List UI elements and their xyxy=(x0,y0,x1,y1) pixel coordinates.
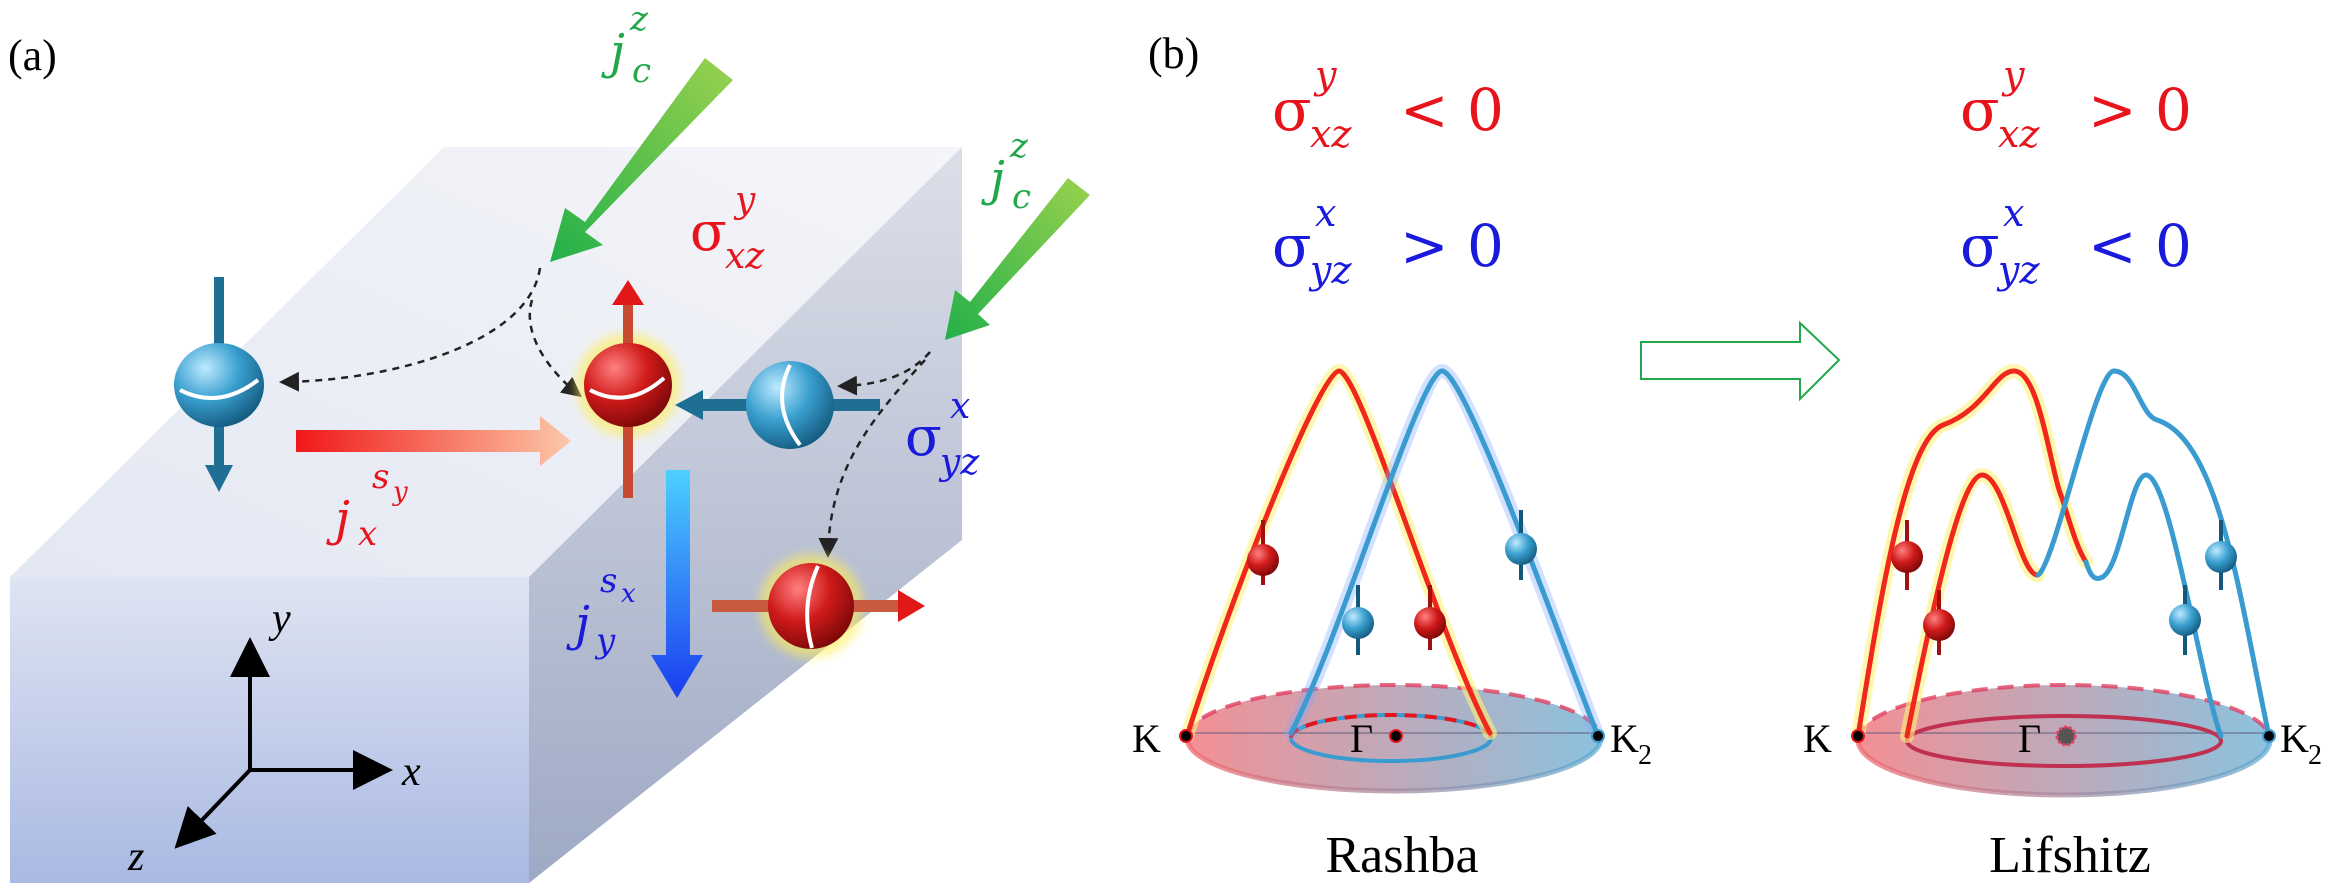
lifshitz-point-k2-sub: 2 xyxy=(2308,740,2322,771)
charge-current-label-2: j xyxy=(981,151,1005,207)
svg-text:x: x xyxy=(1315,191,1336,235)
spin-hall-y-sub: xz xyxy=(725,236,765,277)
svg-text:yz: yz xyxy=(1996,248,2040,292)
spin-current-y-sub: y xyxy=(594,621,616,661)
spin-red-up xyxy=(576,280,680,498)
rashba-point-k2: K xyxy=(1610,716,1639,761)
lifshitz-point-k: K xyxy=(1803,716,1832,761)
spin-current-x-sub: x xyxy=(358,514,377,554)
charge-current-arrow-2 xyxy=(945,178,1090,340)
lifshitz-band-diagram xyxy=(1851,363,2276,798)
lifshitz-condition-y: σ y xz > 0 xyxy=(1960,53,2192,156)
rashba-condition-y: σ y xz < 0 xyxy=(1272,53,1504,156)
svg-text:σ: σ xyxy=(1272,76,1312,144)
slab-right-face xyxy=(529,147,962,883)
panel-b-label: (b) xyxy=(1148,29,1199,78)
rashba-point-gamma: Γ xyxy=(1350,716,1373,761)
charge-current-label-2-sup: z xyxy=(1009,126,1029,166)
svg-text:σ: σ xyxy=(1960,76,2000,144)
charge-current-label-1: j xyxy=(601,24,625,80)
lifshitz-spins xyxy=(1891,520,2237,655)
spin-blue-down xyxy=(174,277,264,492)
rashba-band-diagram xyxy=(1179,363,1605,794)
svg-text:xz: xz xyxy=(1998,112,2040,156)
charge-current-label-1-sub: c xyxy=(632,51,651,91)
svg-text:σ: σ xyxy=(1272,212,1312,280)
spin-current-y-sup: s xyxy=(600,561,617,601)
panel-a-label: (a) xyxy=(8,31,57,80)
rashba-condition-x: σ x yz > 0 xyxy=(1272,191,1504,292)
material-slab xyxy=(10,147,962,883)
svg-text:yz: yz xyxy=(1308,248,1352,292)
rashba-caption: Rashba xyxy=(1325,827,1478,883)
coordinate-axes xyxy=(174,637,393,849)
spin-red-right xyxy=(712,554,925,658)
spin-hall-x-sub: yz xyxy=(938,442,980,483)
hollow-right-arrow-icon xyxy=(1640,320,1841,402)
rashba-point-k: K xyxy=(1132,716,1161,761)
svg-text:> 0: > 0 xyxy=(1400,212,1504,280)
rashba-point-k2-sub: 2 xyxy=(1638,740,1652,771)
slab-front-face xyxy=(10,577,529,883)
spin-current-x-sup: s xyxy=(372,457,389,497)
lifshitz-point-gamma: Γ xyxy=(2018,716,2041,761)
dashed-guides xyxy=(279,267,931,558)
slab-top-face xyxy=(10,147,962,577)
svg-text:x: x xyxy=(2003,191,2024,235)
lifshitz-caption: Lifshitz xyxy=(1989,827,2151,883)
spin-hall-x-sup: x xyxy=(950,386,970,427)
axis-x-label: x xyxy=(401,749,421,795)
charge-current-arrow-1 xyxy=(550,58,733,262)
lifshitz-point-k2: K xyxy=(2280,716,2309,761)
spin-hall-y-label: σ xyxy=(690,200,727,263)
spin-hall-x-label: σ xyxy=(905,405,942,468)
charge-current-label-1-sup: z xyxy=(629,0,649,39)
panel-a: (a) j z c j z c σ y xz σ x yz xyxy=(8,0,1090,883)
spin-current-x-sup-sub: y xyxy=(392,477,408,507)
spin-blue-left xyxy=(675,361,880,449)
svg-text:> 0: > 0 xyxy=(2088,76,2192,144)
svg-text:< 0: < 0 xyxy=(2088,212,2192,280)
spin-hall-y-sup: y xyxy=(733,180,756,221)
rashba-spins xyxy=(1247,510,1537,655)
axis-y-label: y xyxy=(268,596,291,642)
spin-current-y-arrow xyxy=(651,470,703,698)
spin-current-x-arrow xyxy=(296,416,571,466)
svg-text:xz: xz xyxy=(1310,112,1352,156)
axis-z-label: z xyxy=(127,834,144,880)
svg-text:< 0: < 0 xyxy=(1400,76,1504,144)
panel-b: (b) σ y xz < 0 σ x yz > 0 σ y xz > 0 σ x… xyxy=(1132,29,2322,883)
lifshitz-condition-x: σ x yz < 0 xyxy=(1960,191,2192,292)
svg-text:σ: σ xyxy=(1960,212,2000,280)
spin-current-y-sup-sub: x xyxy=(621,579,636,609)
svg-text:y: y xyxy=(1313,53,1337,97)
svg-text:y: y xyxy=(2001,53,2025,97)
charge-current-label-2-sub: c xyxy=(1012,177,1031,217)
